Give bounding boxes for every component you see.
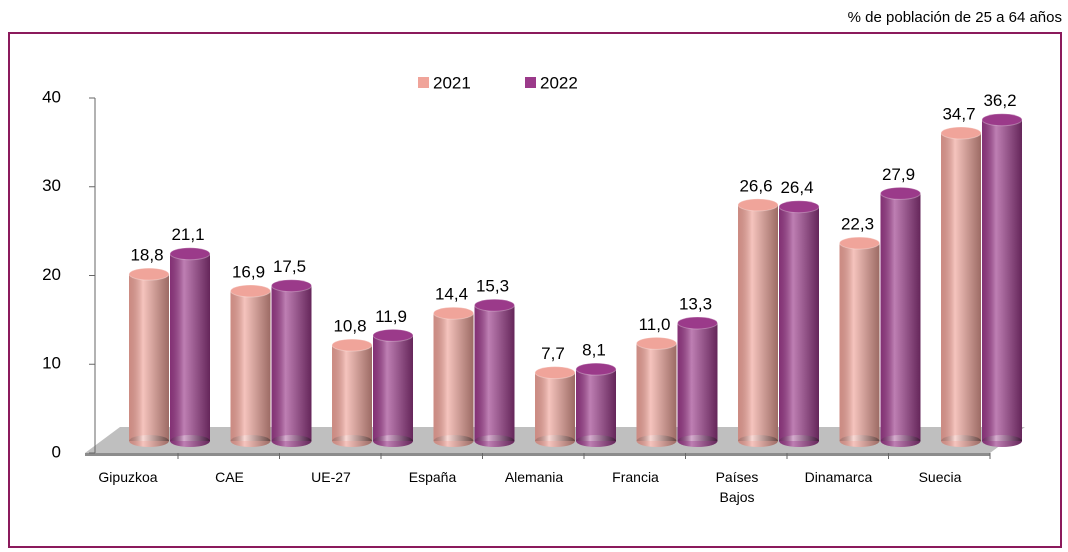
bar-base-shade bbox=[474, 435, 515, 447]
x-tick-label: Francia bbox=[612, 469, 659, 485]
y-tick-label: 20 bbox=[42, 265, 61, 284]
value-label: 8,1 bbox=[582, 341, 606, 360]
bar-top bbox=[981, 113, 1023, 127]
legend-swatch bbox=[525, 77, 536, 88]
bar-top bbox=[474, 298, 515, 312]
bar-top bbox=[880, 186, 921, 200]
bar-shade bbox=[230, 291, 271, 441]
frame bbox=[8, 32, 1062, 548]
bar-top bbox=[677, 316, 718, 330]
value-label: 13,3 bbox=[679, 294, 712, 313]
value-label: 22,3 bbox=[841, 215, 874, 234]
bar-top bbox=[636, 336, 677, 350]
bar-base-shade bbox=[576, 435, 616, 447]
value-label: 34,7 bbox=[942, 105, 975, 124]
value-label: 15,3 bbox=[476, 277, 509, 296]
bar-shade bbox=[677, 322, 718, 441]
value-label: 26,6 bbox=[739, 176, 772, 195]
bar-top bbox=[433, 306, 474, 320]
value-label: 17,5 bbox=[273, 257, 306, 276]
x-tick-label: España bbox=[408, 469, 457, 485]
bar-base-shade bbox=[677, 435, 718, 447]
bar-base-shade bbox=[332, 435, 372, 447]
bar-shade bbox=[839, 243, 880, 441]
bar-top bbox=[940, 126, 982, 140]
bar-top bbox=[331, 338, 373, 352]
x-tick-label: CAE bbox=[215, 469, 244, 485]
bar-top bbox=[534, 366, 576, 380]
bar-shade bbox=[373, 335, 413, 441]
value-label: 26,4 bbox=[780, 178, 813, 197]
value-label: 21,1 bbox=[171, 225, 204, 244]
bar-shade bbox=[576, 369, 616, 441]
value-label: 11,0 bbox=[639, 315, 671, 334]
bar-base-shade bbox=[271, 435, 312, 447]
value-label: 27,9 bbox=[882, 165, 915, 184]
bar-shade bbox=[880, 193, 921, 441]
bar-base-shade bbox=[738, 435, 778, 447]
bar-base-shade bbox=[839, 435, 880, 447]
bar-base-shade bbox=[535, 435, 575, 447]
bar-base-shade bbox=[129, 435, 169, 447]
bar-base-shade bbox=[941, 435, 981, 447]
bar-top bbox=[230, 284, 271, 298]
bar-top bbox=[839, 236, 880, 250]
bar-shade bbox=[738, 204, 778, 441]
bar-base-shade bbox=[636, 435, 677, 447]
x-tick-label: Alemania bbox=[504, 469, 564, 485]
bar-shade bbox=[941, 133, 981, 441]
value-label: 7,7 bbox=[541, 344, 565, 363]
bar-top bbox=[778, 200, 820, 214]
bar-top bbox=[169, 247, 211, 261]
y-tick-label: 30 bbox=[42, 176, 61, 195]
bar-top bbox=[128, 267, 170, 281]
y-tick-label: 40 bbox=[42, 87, 61, 106]
bar-shade bbox=[271, 285, 312, 441]
bar-shade bbox=[474, 305, 515, 441]
x-tick-label: Países Bajos bbox=[715, 469, 759, 505]
bar-shade bbox=[129, 274, 169, 441]
value-label: 36,2 bbox=[983, 91, 1016, 110]
value-label: 16,9 bbox=[232, 262, 265, 281]
bar-base-shade bbox=[779, 435, 819, 447]
bar-shade bbox=[636, 343, 677, 441]
y-tick-label: 0 bbox=[52, 442, 61, 461]
floor-edge bbox=[85, 453, 990, 456]
bar-top bbox=[575, 362, 617, 376]
value-label: 18,8 bbox=[130, 246, 163, 265]
bar-shade bbox=[779, 206, 819, 441]
legend-swatch bbox=[418, 77, 429, 88]
value-label: 14,4 bbox=[435, 285, 468, 304]
bar-shade bbox=[982, 119, 1022, 441]
bar-base-shade bbox=[982, 435, 1022, 447]
y-tick-label: 10 bbox=[42, 354, 61, 373]
bar-top bbox=[271, 279, 312, 293]
bar-top bbox=[737, 198, 779, 212]
bar-base-shade bbox=[373, 435, 413, 447]
legend-label: 2021 bbox=[433, 73, 471, 92]
bar-base-shade bbox=[230, 435, 271, 447]
legend-label: 2022 bbox=[540, 73, 578, 92]
value-label: 10,8 bbox=[333, 317, 366, 336]
bar-shade bbox=[170, 253, 210, 441]
bar-shade bbox=[332, 345, 372, 441]
bar-shade bbox=[433, 313, 474, 441]
x-tick-label: Dinamarca bbox=[804, 469, 873, 485]
value-label: 11,9 bbox=[375, 307, 407, 326]
bar-shade bbox=[535, 372, 575, 441]
subtitle: % de población de 25 a 64 años bbox=[848, 9, 1062, 26]
bar-base-shade bbox=[433, 435, 474, 447]
x-tick-label: UE-27 bbox=[311, 469, 351, 485]
bar-top bbox=[372, 328, 414, 342]
bar-base-shade bbox=[170, 435, 210, 447]
bar-base-shade bbox=[880, 435, 921, 447]
x-tick-label: Suecia bbox=[918, 469, 962, 485]
x-tick-label: Gipuzkoa bbox=[98, 469, 158, 485]
